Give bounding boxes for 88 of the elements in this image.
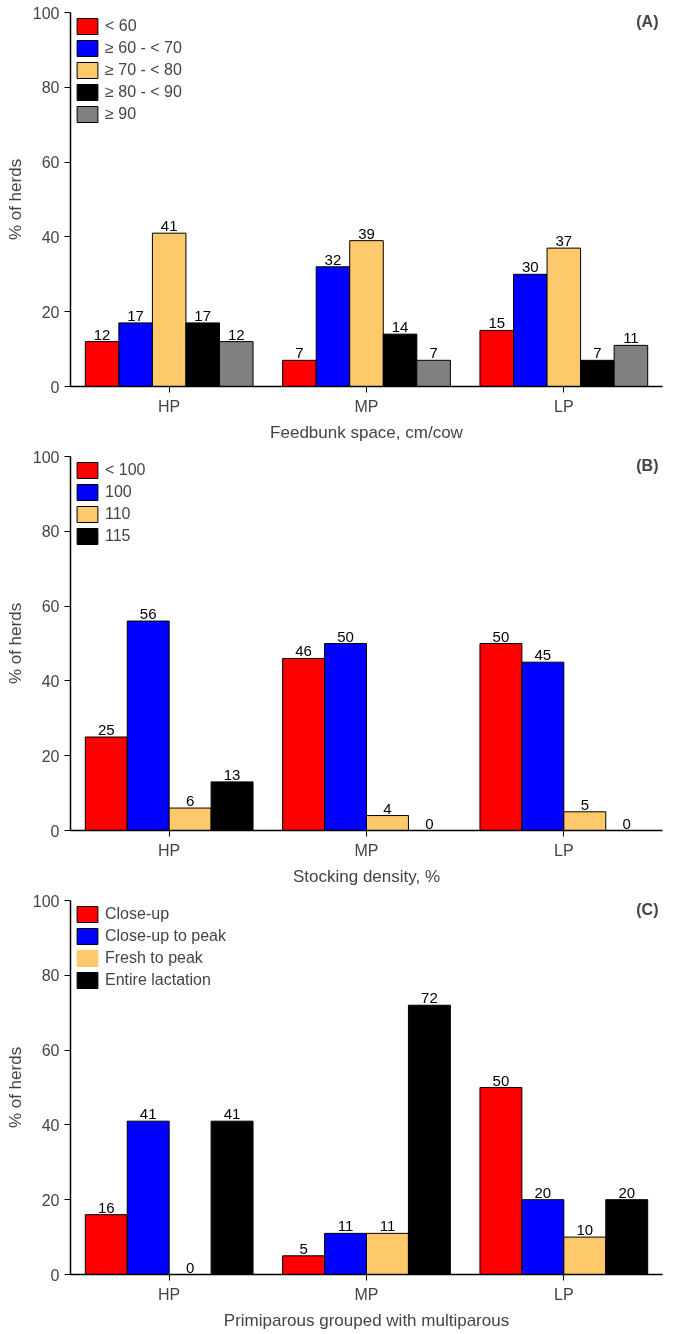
x-axis-title: Stocking density, % (292, 866, 441, 886)
y-tick-label: 60 (41, 598, 60, 616)
data-label: 20 (534, 1183, 552, 1201)
annotation: (A) (636, 12, 659, 30)
legend-label: ≥ 70 - < 80 (105, 61, 182, 79)
data-label: 37 (555, 232, 573, 250)
x-tick-label: MP (354, 841, 379, 859)
data-label: 11 (379, 1217, 396, 1235)
y-tick-label: 20 (41, 747, 60, 765)
data-label: 16 (97, 1198, 115, 1216)
x-tick-label: LP (554, 1285, 574, 1303)
y-tick-label: 0 (50, 1266, 60, 1284)
data-label: 12 (227, 325, 245, 343)
data-label: 11 (337, 1217, 354, 1235)
legend-label: < 100 (105, 461, 146, 479)
y-axis-title: % of herds (5, 602, 25, 685)
data-label: 41 (223, 1105, 241, 1123)
y-tick-label: 60 (41, 1042, 60, 1060)
legend-label: Entire lactation (105, 971, 211, 989)
data-label: 50 (337, 627, 354, 645)
data-label: 13 (223, 765, 241, 783)
y-tick-label: 20 (41, 303, 60, 321)
x-tick-label: HP (158, 841, 181, 859)
data-label: 11 (623, 329, 639, 347)
data-label: 41 (160, 217, 178, 235)
x-axis-title: Feedbunk space, cm/cow (270, 422, 464, 442)
data-label: 39 (358, 224, 375, 242)
x-tick-label: HP (158, 1285, 181, 1303)
data-label: 7 (593, 344, 602, 362)
legend-label: Close-up (105, 905, 170, 923)
data-label: 32 (324, 250, 342, 268)
x-tick-label: HP (158, 397, 181, 415)
data-label: 7 (295, 344, 304, 362)
data-label: 14 (391, 318, 409, 336)
y-tick-label: 100 (32, 892, 60, 910)
legend-label: 110 (105, 505, 131, 523)
data-label: 50 (492, 1071, 510, 1089)
data-label: 17 (127, 306, 144, 324)
data-label: 17 (194, 306, 212, 324)
x-tick-label: MP (354, 1285, 379, 1303)
legend-label: 100 (105, 483, 132, 501)
data-label: 10 (576, 1221, 594, 1239)
y-tick-label: 100 (32, 4, 60, 22)
legend-label: Fresh to peak (105, 949, 203, 967)
x-tick-label: MP (354, 397, 379, 415)
data-label: 45 (534, 646, 552, 664)
x-tick-label: LP (554, 397, 574, 415)
data-label: 5 (580, 795, 589, 813)
legend-label: ≥ 90 (105, 105, 137, 123)
data-label: 0 (425, 814, 434, 832)
data-label: 0 (185, 1258, 195, 1276)
y-tick-label: 60 (41, 154, 60, 172)
data-label: 20 (618, 1183, 636, 1201)
y-tick-label: 40 (41, 1116, 60, 1134)
legend-label: 115 (105, 527, 131, 545)
annotation: (C) (636, 900, 659, 918)
annotation: (B) (636, 456, 659, 474)
data-label: 4 (383, 799, 392, 817)
data-label: 12 (93, 325, 111, 343)
data-label: 15 (488, 314, 506, 332)
y-tick-label: 0 (50, 822, 60, 840)
y-tick-label: 100 (32, 448, 60, 466)
legend-label: < 60 (105, 17, 137, 35)
data-label: 30 (521, 258, 539, 276)
data-label: 50 (492, 627, 510, 645)
y-tick-label: 80 (41, 967, 60, 985)
y-tick-label: 80 (41, 79, 60, 97)
data-label: 72 (421, 989, 438, 1007)
y-tick-label: 40 (41, 228, 60, 246)
legend-label: ≥ 60 - < 70 (105, 39, 182, 57)
y-tick-label: 80 (41, 523, 60, 541)
data-label: 0 (622, 814, 631, 832)
y-axis-title: % of herds (5, 1046, 25, 1129)
data-label: 41 (139, 1105, 157, 1123)
y-axis-title: % of herds (5, 158, 25, 241)
legend-label: ≥ 80 - < 90 (105, 83, 182, 101)
x-tick-label: LP (554, 841, 574, 859)
x-axis-title: Primiparous grouped with multiparous (223, 1310, 510, 1330)
y-tick-label: 20 (41, 1191, 60, 1209)
legend-label: Close-up to peak (105, 927, 226, 945)
data-label: 6 (185, 792, 195, 810)
y-tick-label: 0 (50, 378, 60, 396)
data-label: 46 (295, 642, 312, 660)
data-label: 25 (97, 721, 115, 738)
data-label: 7 (429, 344, 438, 362)
data-label: 5 (299, 1239, 308, 1257)
data-label: 56 (139, 605, 157, 623)
y-tick-label: 40 (41, 672, 60, 690)
